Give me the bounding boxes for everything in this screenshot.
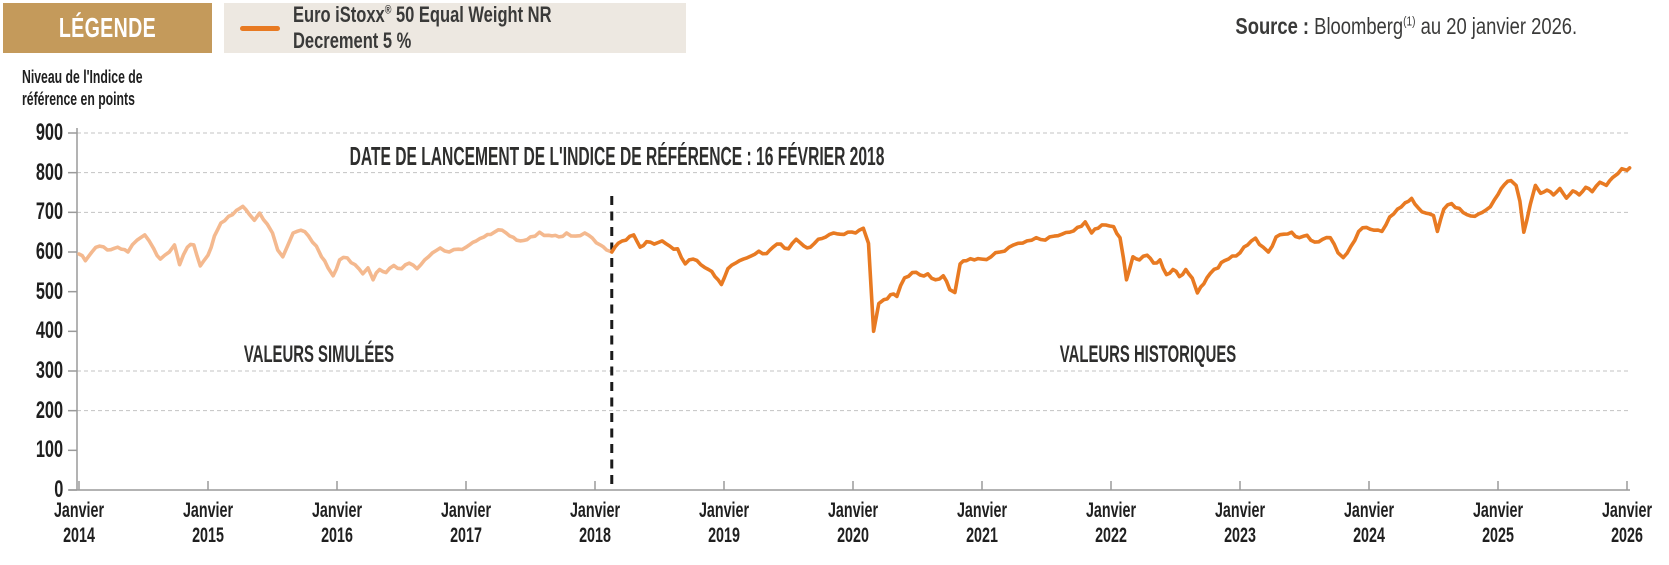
historical-values-annotation: VALEURS HISTORIQUES [1059,341,1237,368]
series-label-text: Euro iStoxx [293,2,385,27]
x-tick-year: 2014 [63,524,95,547]
x-tick-label: Janvier 2016 [312,498,362,548]
axes [68,128,1630,491]
x-tick-month: Janvier [1601,499,1653,522]
x-tick-year: 2024 [1353,524,1385,547]
x-tick-month: Janvier [1214,499,1266,522]
x-tick-month: Janvier [53,499,105,522]
x-tick-year: 2016 [321,524,353,547]
x-tick-label: Janvier 2021 [957,498,1007,548]
y-axis-title-line1: Niveau de l'Indice de [22,67,143,87]
y-axis-title: Niveau de l'Indice de référence en point… [22,66,143,110]
x-tick-year: 2015 [192,524,224,547]
y-tick-label: 100 [35,436,63,464]
x-tick-label: Janvier 2025 [1473,498,1523,548]
y-tick-label: 900 [35,119,63,146]
x-tick-month: Janvier [1085,499,1137,522]
y-tick-label: 300 [35,357,63,384]
x-tick-year: 2021 [966,524,998,547]
x-tick-year: 2023 [1224,524,1256,547]
x-tick-label: Janvier 2019 [699,498,749,548]
source-date: au 20 janvier 2026. [1415,13,1577,39]
source-label: Source : [1235,13,1315,39]
y-tick-label: 500 [35,277,63,305]
source-note: Source : Bloomberg(1) au 20 janvier 2026… [1235,13,1577,40]
x-tick-month: Janvier [698,499,750,522]
x-tick-label: Janvier 2022 [1086,498,1136,548]
x-tick-label: Janvier 2017 [441,498,491,548]
x-tick-month: Janvier [440,499,492,522]
series-label-text-2: 50 Equal Weight NR Decrement 5 % [293,2,552,53]
y-tick-label: 0 [53,476,63,503]
y-tick-label: 600 [35,238,63,265]
source-footnote-marker: (1) [1403,14,1416,29]
x-tick-label: Janvier 2018 [570,498,620,548]
launch-date-annotation: DATE DE LANCEMENT DE L'INDICE DE RÉFÉREN… [349,141,885,171]
x-tick-month: Janvier [569,499,621,522]
x-tick-label: Janvier 2015 [183,498,233,548]
x-tick-label: Janvier 2014 [54,498,104,548]
x-tick-month: Janvier [311,499,363,522]
legend-title: LÉGENDE [58,12,157,43]
series-simulated [77,204,614,282]
x-tick-month: Janvier [1472,499,1524,522]
x-tick-label: Janvier 2026 [1602,498,1652,548]
y-tick-label: 800 [35,158,63,186]
x-tick-month: Janvier [956,499,1008,522]
x-tick-month: Janvier [1343,499,1395,522]
x-tick-label: Janvier 2020 [828,498,878,548]
series-historical [610,166,1632,334]
source-name: Bloomberg [1314,13,1403,39]
series-line-swatch-icon [240,25,280,31]
y-axis-title-line2: référence en points [22,89,135,109]
legend-entry: Euro iStoxx® 50 Equal Weight NR Decremen… [224,2,686,54]
gridlines [77,132,1630,412]
x-tick-year: 2018 [579,524,611,547]
legend-title-box: LÉGENDE [3,3,212,53]
x-tick-year: 2025 [1482,524,1514,547]
x-tick-year: 2020 [837,524,869,547]
x-tick-label: Janvier 2023 [1215,498,1265,548]
x-tick-year: 2022 [1095,524,1127,547]
y-tick-label: 200 [35,396,63,424]
x-tick-month: Janvier [827,499,879,522]
x-tick-year: 2017 [450,524,482,547]
x-tick-year: 2019 [708,524,740,547]
y-tick-label: 400 [35,317,63,345]
x-tick-month: Janvier [182,499,234,522]
x-tick-label: Janvier 2024 [1344,498,1394,548]
simulated-values-annotation: VALEURS SIMULÉES [243,341,395,368]
registered-mark: ® [384,2,392,17]
series-label: Euro iStoxx® 50 Equal Weight NR Decremen… [293,2,588,54]
y-tick-label: 700 [35,198,63,226]
x-tick-year: 2026 [1611,524,1643,547]
